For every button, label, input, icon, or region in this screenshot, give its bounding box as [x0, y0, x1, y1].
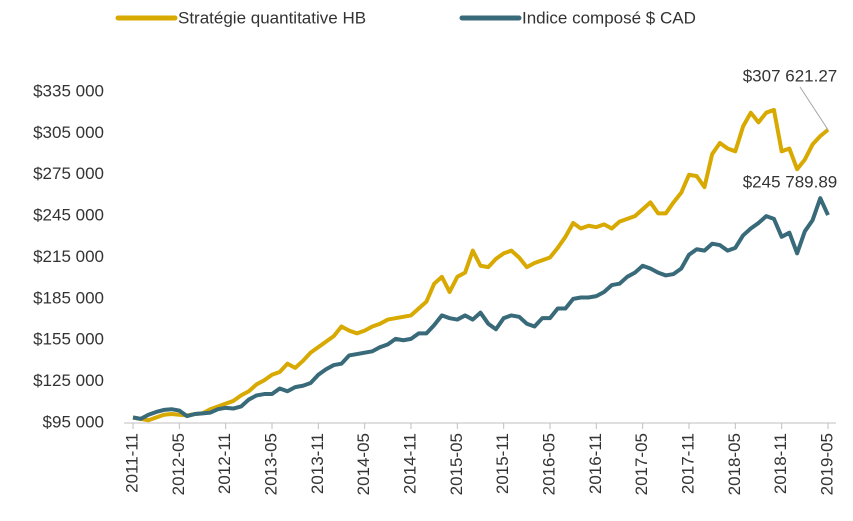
y-tick-label: $335 000 [33, 81, 104, 100]
x-tick-label: 2014-11 [400, 433, 419, 494]
y-tick-label: $95 000 [43, 412, 104, 431]
x-tick-label: 2016-11 [586, 433, 605, 494]
x-tick-label: 2013-05 [261, 433, 280, 495]
x-tick-label: 2013-11 [308, 433, 327, 494]
leader-line [799, 86, 829, 131]
y-tick-label: $275 000 [33, 164, 104, 183]
x-tick-label: 2018-11 [771, 433, 790, 494]
y-tick-label: $185 000 [33, 288, 104, 307]
x-tick-label: 2012-11 [215, 433, 234, 494]
x-tick-label: 2018-05 [725, 433, 744, 495]
data-label: $245 789.89 [743, 172, 838, 191]
x-tick-label: 2015-11 [493, 433, 512, 494]
x-tick-label: 2016-05 [539, 433, 558, 495]
x-tick-label: 2014-05 [354, 433, 373, 495]
legend-label: Indice composé $ CAD [522, 8, 696, 27]
x-tick-label: 2012-05 [169, 433, 188, 495]
x-tick-label: 2015-05 [447, 433, 466, 495]
x-tick-label: 2019-05 [817, 433, 836, 495]
series-line [132, 196, 830, 421]
y-tick-label: $215 000 [33, 247, 104, 266]
series-line [132, 107, 830, 423]
y-tick-label: $305 000 [33, 123, 104, 142]
x-tick-label: 2011-11 [122, 433, 141, 493]
y-tick-label: $155 000 [33, 330, 104, 349]
data-label: $307 621.27 [743, 66, 838, 85]
x-tick-label: 2017-11 [678, 433, 697, 494]
y-tick-label: $245 000 [33, 206, 104, 225]
legend-label: Stratégie quantitative HB [178, 8, 366, 27]
y-tick-label: $125 000 [33, 371, 104, 390]
x-tick-label: 2017-05 [632, 433, 651, 495]
